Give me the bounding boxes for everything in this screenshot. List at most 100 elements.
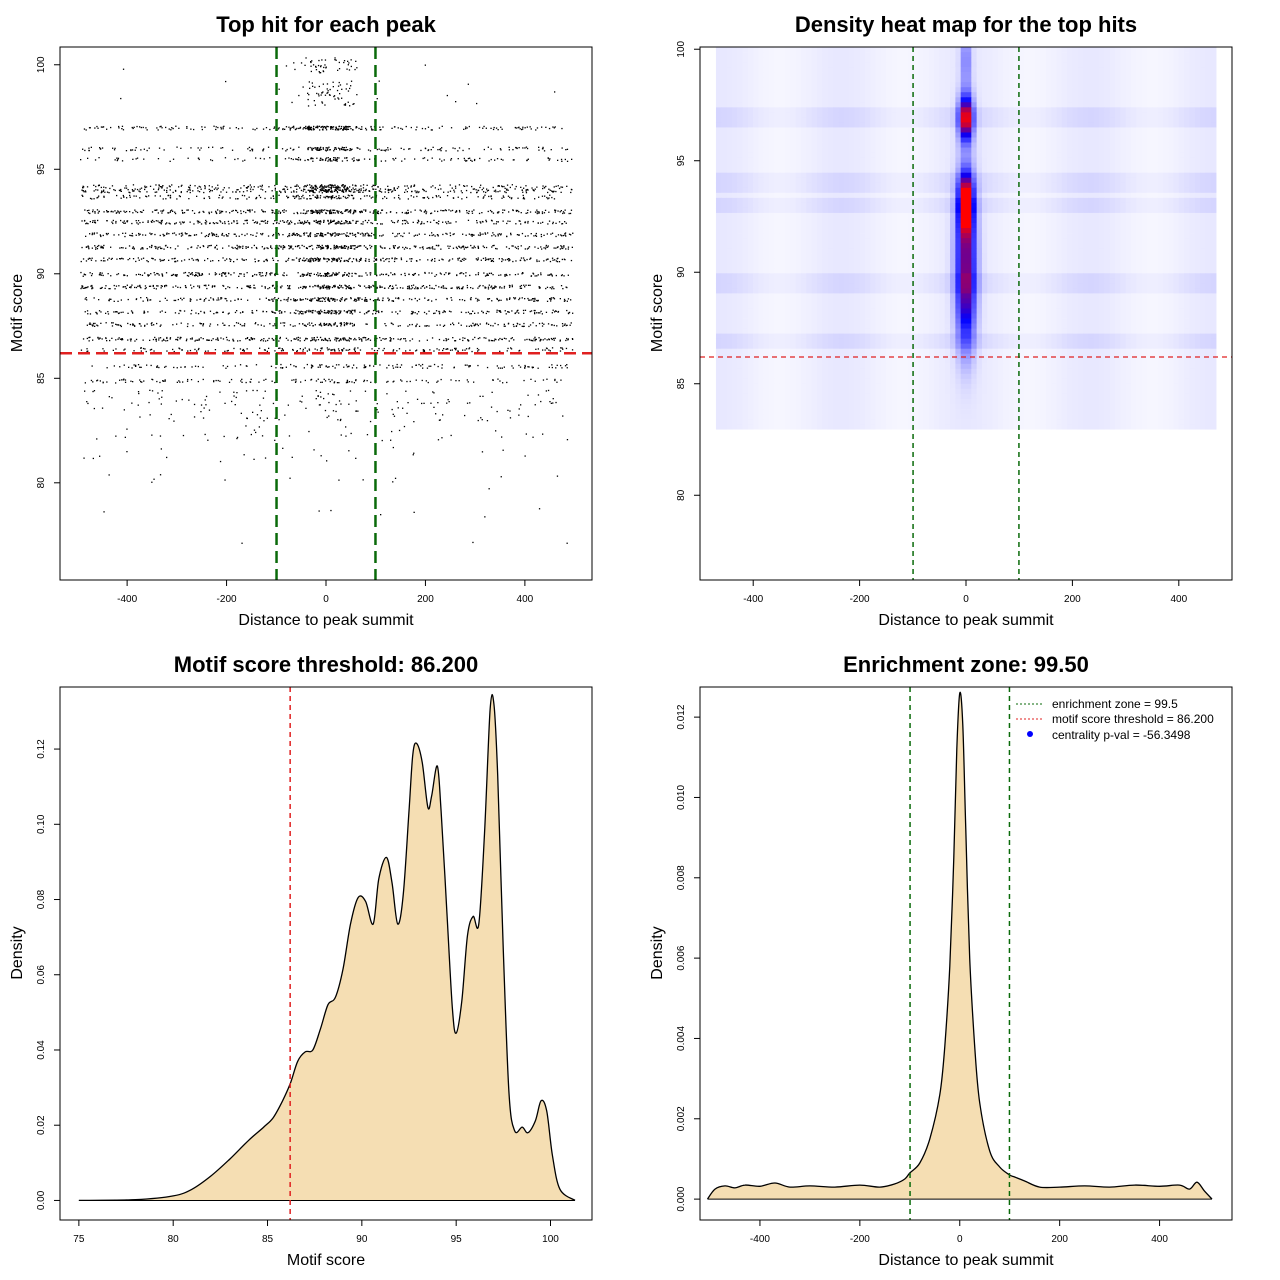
data-point bbox=[91, 286, 93, 288]
data-point bbox=[320, 188, 322, 190]
data-point bbox=[309, 235, 311, 238]
data-point bbox=[89, 233, 91, 235]
data-point bbox=[322, 189, 324, 192]
data-point bbox=[356, 94, 358, 96]
data-point bbox=[409, 349, 411, 351]
data-point bbox=[331, 312, 333, 314]
data-point bbox=[119, 258, 121, 260]
data-point bbox=[377, 212, 380, 215]
data-point bbox=[313, 220, 315, 222]
data-point bbox=[310, 364, 313, 366]
data-point bbox=[459, 272, 461, 275]
data-point bbox=[101, 246, 103, 249]
data-point bbox=[110, 275, 112, 277]
data-point bbox=[311, 187, 313, 189]
data-point bbox=[447, 245, 449, 247]
data-point bbox=[391, 191, 393, 193]
data-point bbox=[147, 261, 149, 263]
data-point bbox=[220, 221, 222, 223]
data-point bbox=[295, 312, 297, 315]
data-point bbox=[369, 244, 371, 247]
data-point bbox=[102, 260, 105, 262]
data-point bbox=[327, 311, 329, 313]
data-point bbox=[495, 286, 497, 288]
data-point bbox=[166, 337, 168, 339]
data-point bbox=[333, 148, 336, 150]
data-point bbox=[537, 312, 540, 314]
data-point bbox=[316, 197, 318, 199]
data-point bbox=[124, 286, 127, 288]
data-point bbox=[516, 322, 518, 325]
data-point bbox=[131, 367, 133, 369]
data-point bbox=[339, 189, 341, 191]
data-point bbox=[210, 260, 212, 262]
data-point bbox=[375, 311, 377, 313]
data-point bbox=[400, 273, 402, 276]
data-point bbox=[212, 222, 214, 224]
data-point bbox=[504, 187, 506, 189]
data-point bbox=[216, 299, 218, 301]
data-point bbox=[446, 233, 448, 235]
data-point bbox=[499, 310, 501, 312]
data-point bbox=[462, 245, 464, 248]
data-point bbox=[355, 222, 357, 224]
data-point bbox=[532, 366, 534, 368]
data-point bbox=[345, 322, 348, 324]
data-point bbox=[299, 340, 301, 342]
data-point bbox=[355, 298, 357, 301]
data-point bbox=[135, 298, 138, 300]
data-point bbox=[255, 322, 257, 324]
data-point bbox=[142, 234, 144, 236]
data-point bbox=[302, 190, 304, 192]
data-point bbox=[552, 221, 554, 223]
data-point bbox=[119, 247, 121, 249]
data-point bbox=[463, 259, 465, 261]
data-point bbox=[255, 235, 257, 237]
data-point bbox=[386, 258, 388, 260]
data-point bbox=[481, 220, 484, 223]
data-point bbox=[163, 149, 165, 151]
data-point bbox=[353, 323, 355, 326]
data-point bbox=[345, 349, 347, 351]
data-point bbox=[476, 347, 479, 350]
data-point bbox=[552, 259, 554, 261]
data-point bbox=[408, 285, 410, 287]
data-point bbox=[208, 284, 210, 286]
data-point bbox=[508, 298, 511, 300]
data-point bbox=[369, 247, 372, 249]
data-point bbox=[537, 247, 539, 249]
data-point bbox=[123, 286, 125, 288]
data-point bbox=[154, 245, 156, 248]
data-point bbox=[514, 246, 516, 248]
data-point bbox=[488, 311, 490, 313]
data-point bbox=[325, 234, 327, 236]
data-point bbox=[382, 349, 384, 352]
data-point bbox=[565, 339, 567, 342]
data-point bbox=[140, 258, 143, 260]
data-point bbox=[265, 275, 267, 277]
data-point bbox=[195, 272, 197, 274]
data-point bbox=[505, 313, 507, 315]
data-point bbox=[182, 222, 185, 224]
data-point bbox=[86, 324, 88, 326]
data-point bbox=[330, 188, 332, 190]
data-point bbox=[323, 66, 325, 69]
data-point bbox=[256, 127, 258, 130]
data-point bbox=[139, 188, 141, 190]
data-point bbox=[526, 258, 528, 261]
data-point bbox=[509, 186, 511, 189]
data-point bbox=[349, 233, 351, 235]
data-point bbox=[334, 310, 336, 312]
data-point bbox=[166, 246, 169, 248]
data-point bbox=[394, 257, 396, 259]
data-point bbox=[318, 223, 320, 225]
data-point bbox=[417, 191, 419, 194]
data-point bbox=[340, 246, 342, 249]
data-point bbox=[334, 184, 336, 186]
data-point bbox=[550, 297, 552, 299]
data-point bbox=[336, 191, 339, 194]
data-point bbox=[344, 284, 346, 286]
data-point bbox=[205, 297, 207, 300]
data-point bbox=[159, 186, 162, 188]
data-point bbox=[492, 212, 495, 214]
